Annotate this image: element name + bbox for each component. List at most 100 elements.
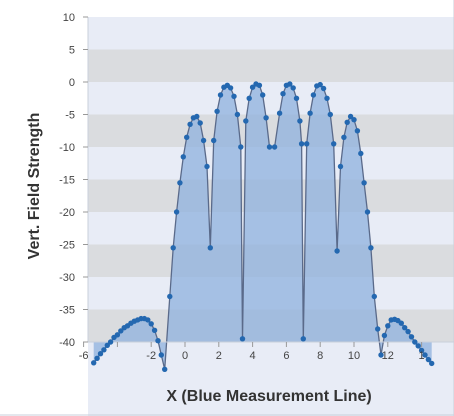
y-axis-label: Vert. Field Strength: [26, 113, 43, 260]
data-point: [249, 84, 256, 90]
data-point: [187, 121, 193, 128]
data-point: [266, 144, 273, 150]
data-point: [331, 141, 337, 147]
grid-band: [88, 82, 454, 115]
data-point: [344, 119, 350, 126]
data-point: [334, 248, 340, 254]
data-point: [371, 293, 377, 300]
data-point: [167, 293, 173, 300]
data-point: [107, 339, 114, 345]
data-point: [180, 154, 186, 160]
data-point: [368, 245, 374, 251]
data-point: [101, 347, 107, 353]
data-point: [290, 85, 296, 91]
data-point: [155, 338, 161, 344]
data-point: [173, 209, 180, 215]
lower-band: [88, 342, 454, 416]
data-point: [204, 163, 210, 170]
data-point: [408, 334, 415, 340]
x-tick-label: 1: [419, 350, 425, 362]
data-point: [243, 118, 249, 124]
data-point: [300, 336, 306, 342]
data-point: [298, 141, 305, 147]
data-point: [317, 81, 323, 88]
data-point: [184, 134, 190, 140]
data-point: [158, 352, 164, 358]
data-point: [402, 325, 408, 331]
data-point: [287, 81, 293, 87]
data-point: [429, 360, 435, 367]
data-point: [197, 120, 203, 126]
x-tick-label: -2: [146, 350, 156, 362]
data-point: [422, 352, 428, 358]
data-point: [234, 111, 241, 118]
data-point: [418, 347, 425, 354]
x-tick-label: 2: [216, 350, 222, 362]
x-tick-label: -6: [79, 350, 89, 362]
data-point: [280, 91, 286, 97]
y-tick-label: -5: [65, 110, 75, 122]
y-tick-label: -20: [59, 207, 75, 219]
data-point: [324, 95, 330, 102]
x-axis-label: X (Blue Measurement Line): [166, 388, 371, 405]
data-point: [231, 93, 237, 100]
data-point: [227, 85, 234, 91]
data-point: [358, 150, 364, 157]
data-point: [177, 180, 183, 186]
data-point: [214, 108, 220, 115]
data-point: [170, 245, 176, 251]
data-point: [162, 366, 168, 372]
data-point: [327, 111, 333, 118]
data-point: [337, 163, 344, 170]
data-point: [361, 180, 367, 186]
data-point: [94, 355, 100, 361]
y-tick-label: -10: [59, 142, 75, 154]
data-point: [263, 115, 269, 121]
data-point: [276, 110, 283, 116]
y-tick-labels: 10 5 0 -5 -10 -15 -20 -25 -30 -35 -40: [59, 12, 75, 349]
x-tick-label: 0: [182, 350, 188, 362]
area-fill: [93, 84, 432, 370]
grid-band: [88, 114, 454, 147]
grid-band: [88, 49, 454, 82]
data-point: [354, 128, 361, 134]
data-point: [238, 144, 244, 150]
grid-band: [88, 17, 454, 50]
data-point: [91, 360, 97, 366]
y-tick-label: -40: [59, 337, 75, 349]
data-point: [194, 113, 200, 120]
data-point: [385, 323, 391, 329]
x-tick-label: 10: [348, 350, 360, 362]
data-point: [398, 320, 404, 326]
data-point: [200, 137, 207, 144]
data-point: [114, 332, 121, 338]
y-tick-label: -35: [59, 305, 75, 317]
data-point: [246, 95, 252, 102]
data-point: [320, 85, 327, 92]
data-point: [151, 327, 158, 333]
data-point: [118, 328, 124, 334]
data-point: [378, 352, 384, 358]
y-tick-label: 5: [69, 45, 75, 57]
data-point: [381, 332, 388, 339]
data-point: [351, 117, 357, 123]
data-point: [304, 141, 310, 147]
data-point: [293, 95, 300, 102]
data-point: [405, 328, 411, 335]
x-tick-label: 6: [283, 350, 289, 362]
data-point: [341, 134, 347, 140]
data-point: [307, 110, 313, 116]
data-point: [412, 339, 418, 345]
x-tick-labels: -6 -2 0 2 4 6 8 10 12 1: [79, 350, 425, 362]
data-point: [145, 317, 151, 323]
y-tick-label: -25: [59, 240, 75, 252]
data-point: [375, 326, 381, 332]
data-point: [310, 92, 317, 98]
data-point: [104, 342, 111, 348]
data-point: [415, 343, 421, 349]
x-tick-label: 12: [382, 350, 394, 362]
data-point: [297, 118, 303, 124]
